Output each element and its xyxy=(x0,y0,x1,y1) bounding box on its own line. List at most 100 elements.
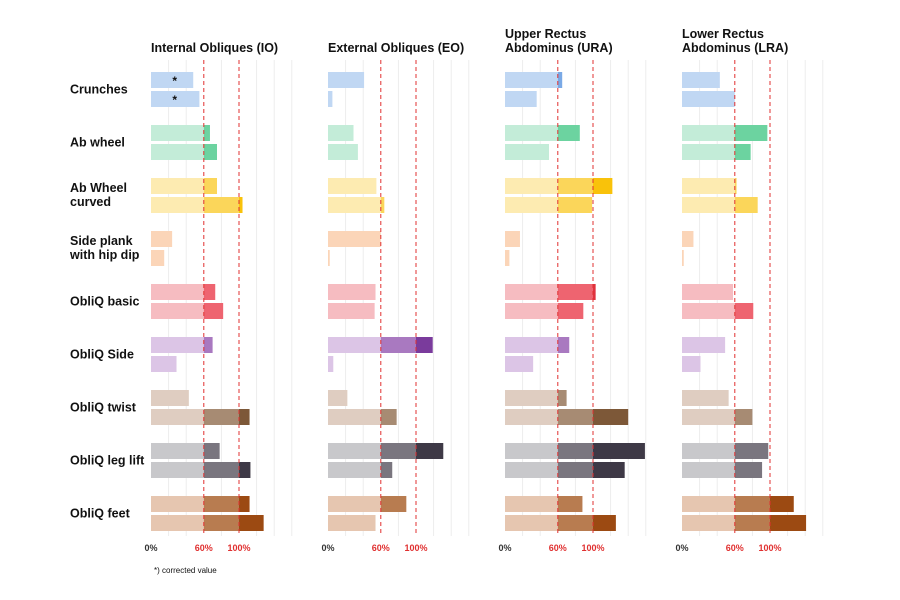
x-tick-label: 100% xyxy=(758,543,781,553)
panel-title: Internal Obliques (IO) xyxy=(151,41,278,55)
bar xyxy=(557,284,593,300)
exercise-label: Ab wheel xyxy=(70,136,125,150)
bar xyxy=(505,303,558,319)
bar xyxy=(505,515,558,531)
bar xyxy=(505,144,549,160)
bar xyxy=(239,197,243,213)
bar xyxy=(416,443,444,459)
x-tick-label: 0% xyxy=(321,543,334,553)
x-tick-label: 0% xyxy=(498,543,511,553)
bar xyxy=(203,337,213,353)
bar xyxy=(151,390,189,406)
x-tick-label: 60% xyxy=(549,543,567,553)
bar xyxy=(770,496,794,512)
bar xyxy=(380,337,416,353)
bar xyxy=(328,356,334,372)
bar xyxy=(328,144,358,160)
bar xyxy=(682,303,735,319)
bar xyxy=(557,125,580,141)
bar xyxy=(203,125,210,141)
bar xyxy=(328,284,376,300)
bar xyxy=(203,515,239,531)
bar xyxy=(328,462,381,478)
bar xyxy=(505,231,520,247)
bar xyxy=(734,515,770,531)
bar xyxy=(239,409,250,425)
bar xyxy=(682,144,735,160)
bar xyxy=(505,72,558,88)
bar xyxy=(593,409,629,425)
x-tick-label: 60% xyxy=(372,543,390,553)
exercise-label: ObliQ Side xyxy=(70,348,134,362)
bar xyxy=(505,462,558,478)
x-tick-label: 100% xyxy=(581,543,604,553)
bar xyxy=(734,144,751,160)
bar xyxy=(593,178,613,194)
bar xyxy=(203,303,224,319)
bar xyxy=(557,443,593,459)
bar xyxy=(557,515,593,531)
bar xyxy=(682,284,734,300)
bar xyxy=(682,356,701,372)
bar xyxy=(682,496,735,512)
bar xyxy=(557,496,583,512)
bar xyxy=(557,72,563,88)
bar xyxy=(734,178,737,194)
bar xyxy=(734,303,754,319)
bar xyxy=(682,462,735,478)
bar xyxy=(328,250,330,266)
bar xyxy=(328,231,381,247)
bar xyxy=(505,250,510,266)
bar xyxy=(505,390,558,406)
bar xyxy=(203,496,239,512)
bar xyxy=(380,197,385,213)
bar xyxy=(380,443,416,459)
bar xyxy=(328,178,377,194)
bar xyxy=(557,390,567,406)
panel-title: Upper Rectus xyxy=(505,27,586,41)
bar xyxy=(203,197,239,213)
bar xyxy=(682,409,735,425)
bar xyxy=(151,178,204,194)
bar xyxy=(151,337,204,353)
bar xyxy=(682,337,726,353)
exercise-label: Crunches xyxy=(70,83,128,97)
bar xyxy=(151,515,204,531)
bar xyxy=(593,284,596,300)
bar xyxy=(203,178,217,194)
bar xyxy=(505,91,537,107)
bar xyxy=(734,496,770,512)
bar xyxy=(328,197,381,213)
bar xyxy=(151,284,204,300)
bar xyxy=(239,515,264,531)
bar xyxy=(505,409,558,425)
panel-title: Abdominus (URA) xyxy=(505,41,613,55)
bar xyxy=(380,409,397,425)
bar xyxy=(682,250,684,266)
bar xyxy=(328,337,381,353)
bar xyxy=(593,443,645,459)
bar xyxy=(682,443,735,459)
bar xyxy=(239,462,251,478)
bar xyxy=(557,462,593,478)
bar xyxy=(151,197,204,213)
x-tick-label: 60% xyxy=(726,543,744,553)
bar xyxy=(203,409,239,425)
bar xyxy=(328,125,354,141)
panel-title: External Obliques (EO) xyxy=(328,41,464,55)
bar xyxy=(505,284,558,300)
bar xyxy=(557,303,584,319)
exercise-label: Side plank xyxy=(70,234,133,248)
bar xyxy=(682,197,735,213)
bar xyxy=(682,125,735,141)
bar xyxy=(328,515,376,531)
bar xyxy=(682,178,735,194)
bar xyxy=(593,462,625,478)
bar xyxy=(682,390,729,406)
bar xyxy=(682,231,694,247)
exercise-label: Ab Wheel xyxy=(70,181,127,195)
bar xyxy=(734,443,769,459)
bar xyxy=(734,462,763,478)
bar xyxy=(380,462,393,478)
bar xyxy=(328,303,375,319)
